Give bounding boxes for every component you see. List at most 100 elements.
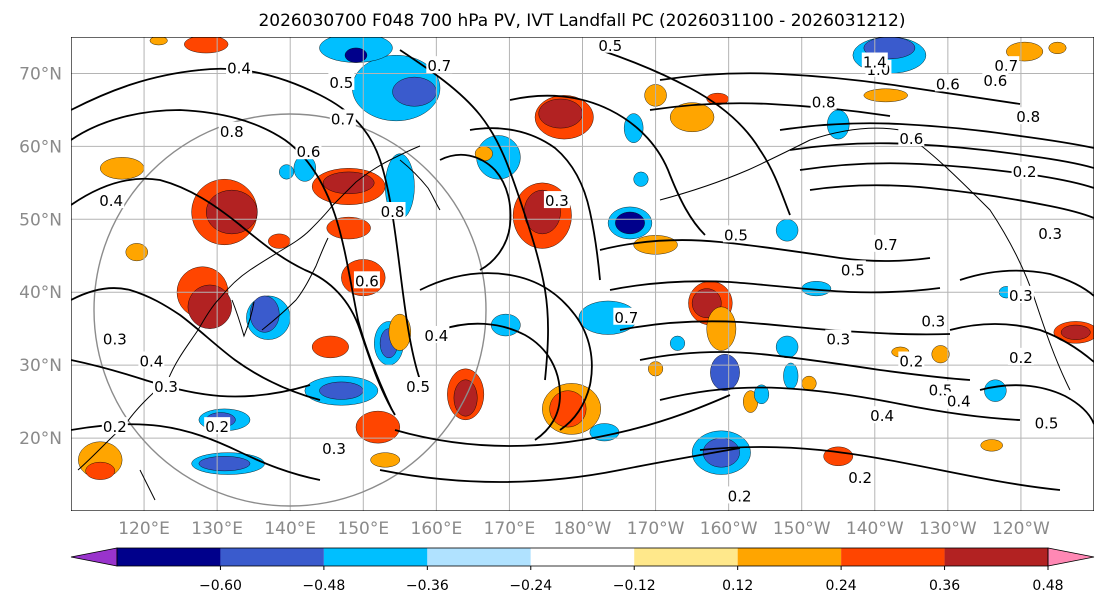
contour-label: 0.5 bbox=[329, 74, 353, 92]
longitude-label: 140°E bbox=[264, 519, 316, 539]
contour-label: 0.5 bbox=[724, 226, 748, 244]
colorbar-bin bbox=[944, 548, 1048, 566]
contour-label-bg bbox=[218, 121, 245, 139]
pv-anomaly-patch bbox=[85, 461, 116, 480]
contour-label-bg bbox=[295, 142, 322, 160]
pv-anomaly-patch bbox=[311, 335, 349, 359]
colorbar-tick-label: −0.24 bbox=[509, 578, 552, 594]
pv-anomaly-patch bbox=[669, 335, 686, 351]
latitude-label: 30°N bbox=[19, 356, 62, 376]
contour-line bbox=[599, 239, 931, 262]
contour-line bbox=[649, 102, 891, 117]
contour-label-bg bbox=[982, 70, 1009, 88]
philippines-coastline bbox=[139, 469, 156, 501]
pv-anomaly-patch bbox=[549, 390, 587, 428]
contour-label: 0.4 bbox=[947, 393, 971, 411]
contour-label-bg bbox=[847, 468, 874, 486]
pv-anomaly-patch bbox=[279, 164, 295, 180]
pv-anomaly-patch bbox=[187, 284, 232, 329]
contour-line bbox=[71, 287, 321, 401]
pv-anomaly-patch bbox=[198, 456, 251, 472]
pv-anomaly-patch bbox=[669, 102, 715, 132]
contour-line bbox=[399, 49, 549, 381]
colorbar-tick-label: −0.36 bbox=[406, 578, 449, 594]
contour-label: 0.3 bbox=[103, 331, 127, 349]
contour-line bbox=[799, 162, 1094, 189]
colorbar-tick-label: −0.12 bbox=[613, 578, 656, 594]
contour-label: 0.8 bbox=[220, 123, 244, 141]
longitude-label: 150°W bbox=[773, 519, 831, 539]
contour-label: 0.6 bbox=[297, 143, 321, 161]
longitude-label: 160°W bbox=[700, 519, 758, 539]
contour-label: 0.7 bbox=[427, 57, 451, 75]
contour-label: 0.3 bbox=[826, 331, 850, 349]
pv-anomaly-patch bbox=[205, 189, 258, 235]
map-panel: 0.40.50.70.50.70.60.80.40.60.80.30.50.70… bbox=[71, 37, 1094, 511]
colorbar-bin bbox=[841, 548, 945, 566]
contour-label: 0.7 bbox=[614, 309, 638, 327]
contour-label: 0.2 bbox=[899, 353, 923, 371]
pv-anomaly-patch bbox=[623, 113, 644, 143]
contour-label: 0.6 bbox=[899, 130, 923, 148]
contour-label: 0.5 bbox=[598, 37, 622, 55]
contour-label: 0.2 bbox=[848, 469, 872, 487]
contour-label: 0.2 bbox=[103, 418, 127, 436]
contour-label: 0.3 bbox=[322, 440, 346, 458]
contour-label: 0.2 bbox=[1013, 163, 1037, 181]
longitude-label: 130°E bbox=[191, 519, 243, 539]
contour-label: 0.3 bbox=[1009, 287, 1033, 305]
contour-label: 0.4 bbox=[227, 59, 251, 77]
contour-label: 0.3 bbox=[545, 192, 569, 210]
pv-anomaly-patch bbox=[125, 243, 148, 262]
contour-label-bg bbox=[152, 377, 179, 395]
contour-line bbox=[659, 72, 1021, 105]
latitude-label: 60°N bbox=[19, 137, 62, 157]
contour-label-bg bbox=[869, 406, 896, 424]
contour-label: 0.3 bbox=[154, 378, 178, 396]
contour-label-bg bbox=[839, 260, 866, 278]
latitude-labels: 70°N 60°N 50°N 40°N 30°N 20°N bbox=[19, 64, 62, 449]
colorbar-bin bbox=[220, 548, 324, 566]
contour-label-bg bbox=[872, 234, 899, 252]
pv-anomaly-patch bbox=[249, 295, 280, 333]
contour-line bbox=[439, 322, 561, 441]
pv-anomaly-patch bbox=[319, 381, 364, 400]
colorbar-bin bbox=[427, 548, 531, 566]
contour-label-bg bbox=[898, 129, 925, 147]
colorbar-extend-max bbox=[1047, 547, 1095, 567]
contour-line bbox=[609, 280, 941, 294]
contour-line bbox=[439, 153, 512, 271]
contour-label: 0.5 bbox=[406, 378, 430, 396]
contour-label: 0.5 bbox=[1035, 414, 1059, 432]
colorbar-tick-label: 0.48 bbox=[1032, 578, 1063, 594]
colorbar-tick-label: −0.48 bbox=[302, 578, 345, 594]
contour-label-bg bbox=[934, 74, 961, 92]
contour-label-bg bbox=[543, 191, 570, 209]
contour-line bbox=[509, 94, 706, 236]
pv-anomaly-patch bbox=[984, 379, 1007, 402]
contour-label-bg bbox=[613, 307, 640, 325]
contour-line bbox=[639, 351, 971, 381]
contour-label-bg bbox=[810, 92, 837, 110]
contour-label-bg bbox=[138, 351, 165, 369]
contour-label-bg bbox=[722, 225, 749, 243]
contour-label-bg bbox=[825, 329, 852, 347]
contour-label: 0.3 bbox=[1038, 225, 1062, 243]
contour-line bbox=[419, 272, 593, 431]
longitude-label: 170°W bbox=[627, 519, 685, 539]
pv-anomaly-patch bbox=[633, 171, 649, 187]
contour-line bbox=[394, 394, 731, 447]
longitude-label: 180°W bbox=[554, 519, 612, 539]
contour-label-bg bbox=[423, 325, 450, 343]
contour-label-bg bbox=[379, 202, 406, 220]
contour-label-bg bbox=[321, 439, 348, 457]
contour-label: 0.6 bbox=[936, 75, 960, 93]
contour-label: 0.3 bbox=[921, 312, 945, 330]
contour-label-bg bbox=[101, 417, 128, 435]
contour-label-bg bbox=[945, 391, 972, 409]
colorbar-bins bbox=[70, 547, 1095, 567]
pv-anomaly-patch bbox=[344, 47, 368, 63]
contour-label: 0.4 bbox=[139, 353, 163, 371]
longitude-label: 160°E bbox=[411, 519, 463, 539]
